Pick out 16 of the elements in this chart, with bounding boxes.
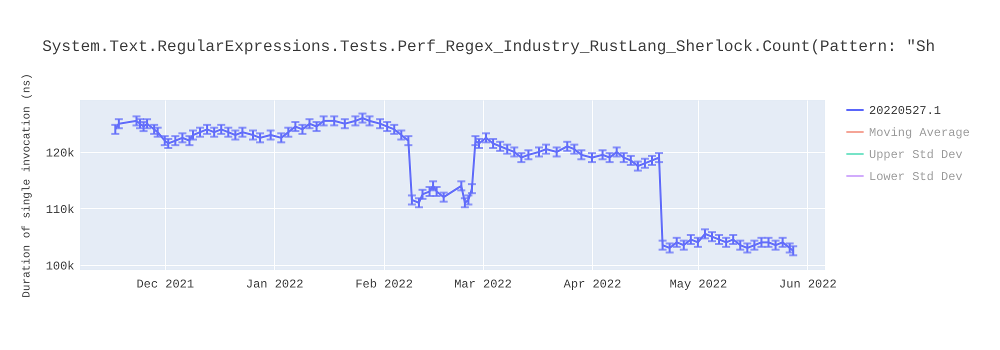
y-tick-label: 100k xyxy=(46,259,74,274)
x-tick-label: Dec 2021 xyxy=(136,278,194,292)
x-tick-label: Apr 2022 xyxy=(564,278,622,292)
x-tick-label: Mar 2022 xyxy=(454,278,512,292)
y-tick-label: 120k xyxy=(46,146,74,160)
y-tick-label: 110k xyxy=(46,202,74,217)
legend-label: Lower Std Dev xyxy=(869,170,963,184)
legend-label: Upper Std Dev xyxy=(869,148,963,162)
x-tick-label: Jun 2022 xyxy=(779,278,837,292)
legend-label: 20220527.1 xyxy=(869,104,942,118)
legend-label: Moving Average xyxy=(869,126,970,140)
y-axis-title: Duration of single invocation (ns) xyxy=(22,73,34,298)
x-tick-label: Feb 2022 xyxy=(355,278,413,292)
x-tick-label: May 2022 xyxy=(670,278,728,292)
x-tick-label: Jan 2022 xyxy=(246,278,304,292)
chart-title: System.Text.RegularExpressions.Tests.Perf_Regex_Industry_RustLang_Sherlock.Count(Pattern: "Sh xyxy=(42,38,936,56)
